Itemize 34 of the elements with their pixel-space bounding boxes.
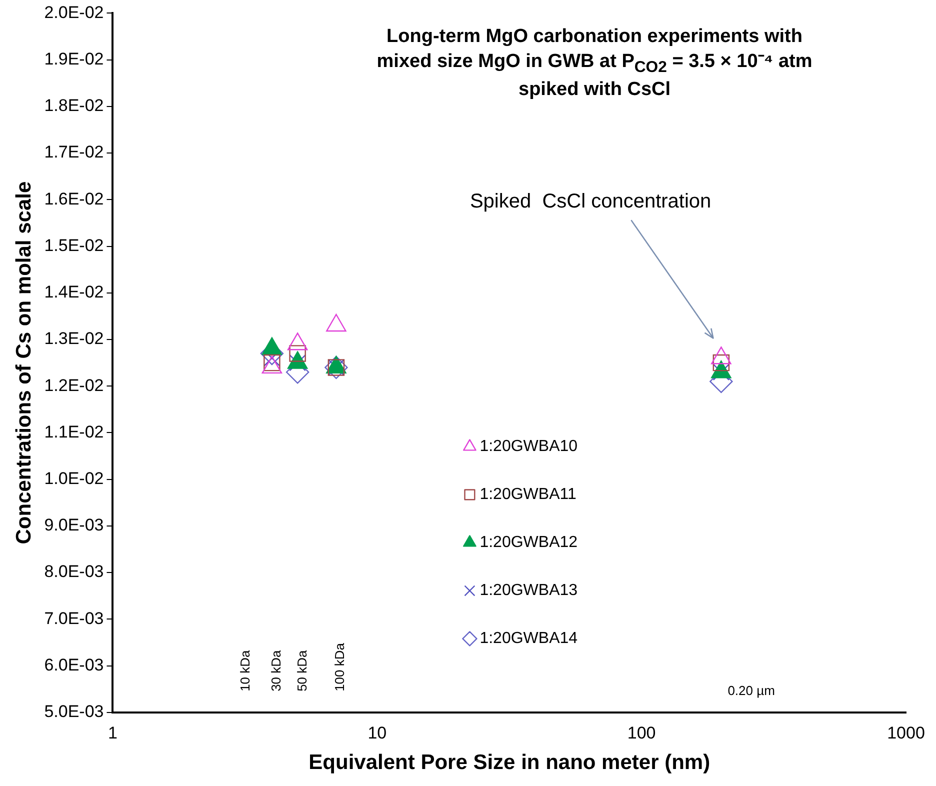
y-tick-label: 8.0E-03	[44, 562, 104, 582]
x-tick-label: 1	[108, 723, 118, 742]
y-tick-label: 7.0E-03	[44, 608, 104, 628]
y-tick-label: 1.4E-02	[44, 282, 104, 302]
legend-label: 1:20GWBA14	[480, 630, 578, 648]
text: Long-term MgO carbonation experiments with mixed size MgO in GWB at P$_{CO2}$ = 3.5 × 10⁻⁴ atm spiked with CsCl	[376, 25, 814, 102]
y-tick-label: 1.0E-02	[44, 469, 104, 488]
x-tick-label: 100	[627, 723, 656, 742]
y-tick-label: 9.0E-03	[44, 516, 104, 535]
y-tick-label: 2.0E-02	[44, 2, 104, 22]
annotation: 10 kDa	[238, 649, 253, 692]
y-tick-label: 6.0E-03	[44, 655, 104, 674]
y-tick-label: 1.8E-02	[44, 96, 104, 116]
y-tick-label: 5.0E-03	[44, 702, 104, 722]
annotation: 100 kDa	[332, 642, 347, 692]
y-tick-label: 1.6E-02	[44, 189, 104, 208]
y-tick-label: 1.2E-02	[44, 376, 104, 395]
annotation: Spiked CsCl concentration	[470, 190, 712, 213]
y-tick-label: 1.5E-02	[44, 236, 104, 255]
legend-label: 1:20GWBA13	[480, 582, 578, 600]
y-tick-label: 1.3E-02	[44, 329, 104, 348]
y-tick-label: 1.9E-02	[44, 50, 104, 68]
legend-label: 1:20GWBA12	[480, 534, 578, 552]
annotation: 0.20 µm	[728, 683, 775, 698]
y-tick-label: 1.1E-02	[44, 422, 104, 442]
annotation: 30 kDa	[268, 649, 284, 692]
x-axis-title: Equivalent Pore Size in nano meter (nm)	[308, 751, 710, 774]
y-axis-title: Concentrations of Cs on molal scale	[12, 181, 36, 544]
x-tick-label: 1000	[887, 723, 925, 742]
x-tick-label: 10	[368, 723, 387, 742]
legend-label: 1:20GWBA11	[480, 486, 576, 504]
legend-label: 1:20GWBA10	[480, 438, 578, 456]
annotation: 50 kDa	[294, 649, 310, 692]
y-tick-label: 1.7E-02	[44, 142, 104, 162]
